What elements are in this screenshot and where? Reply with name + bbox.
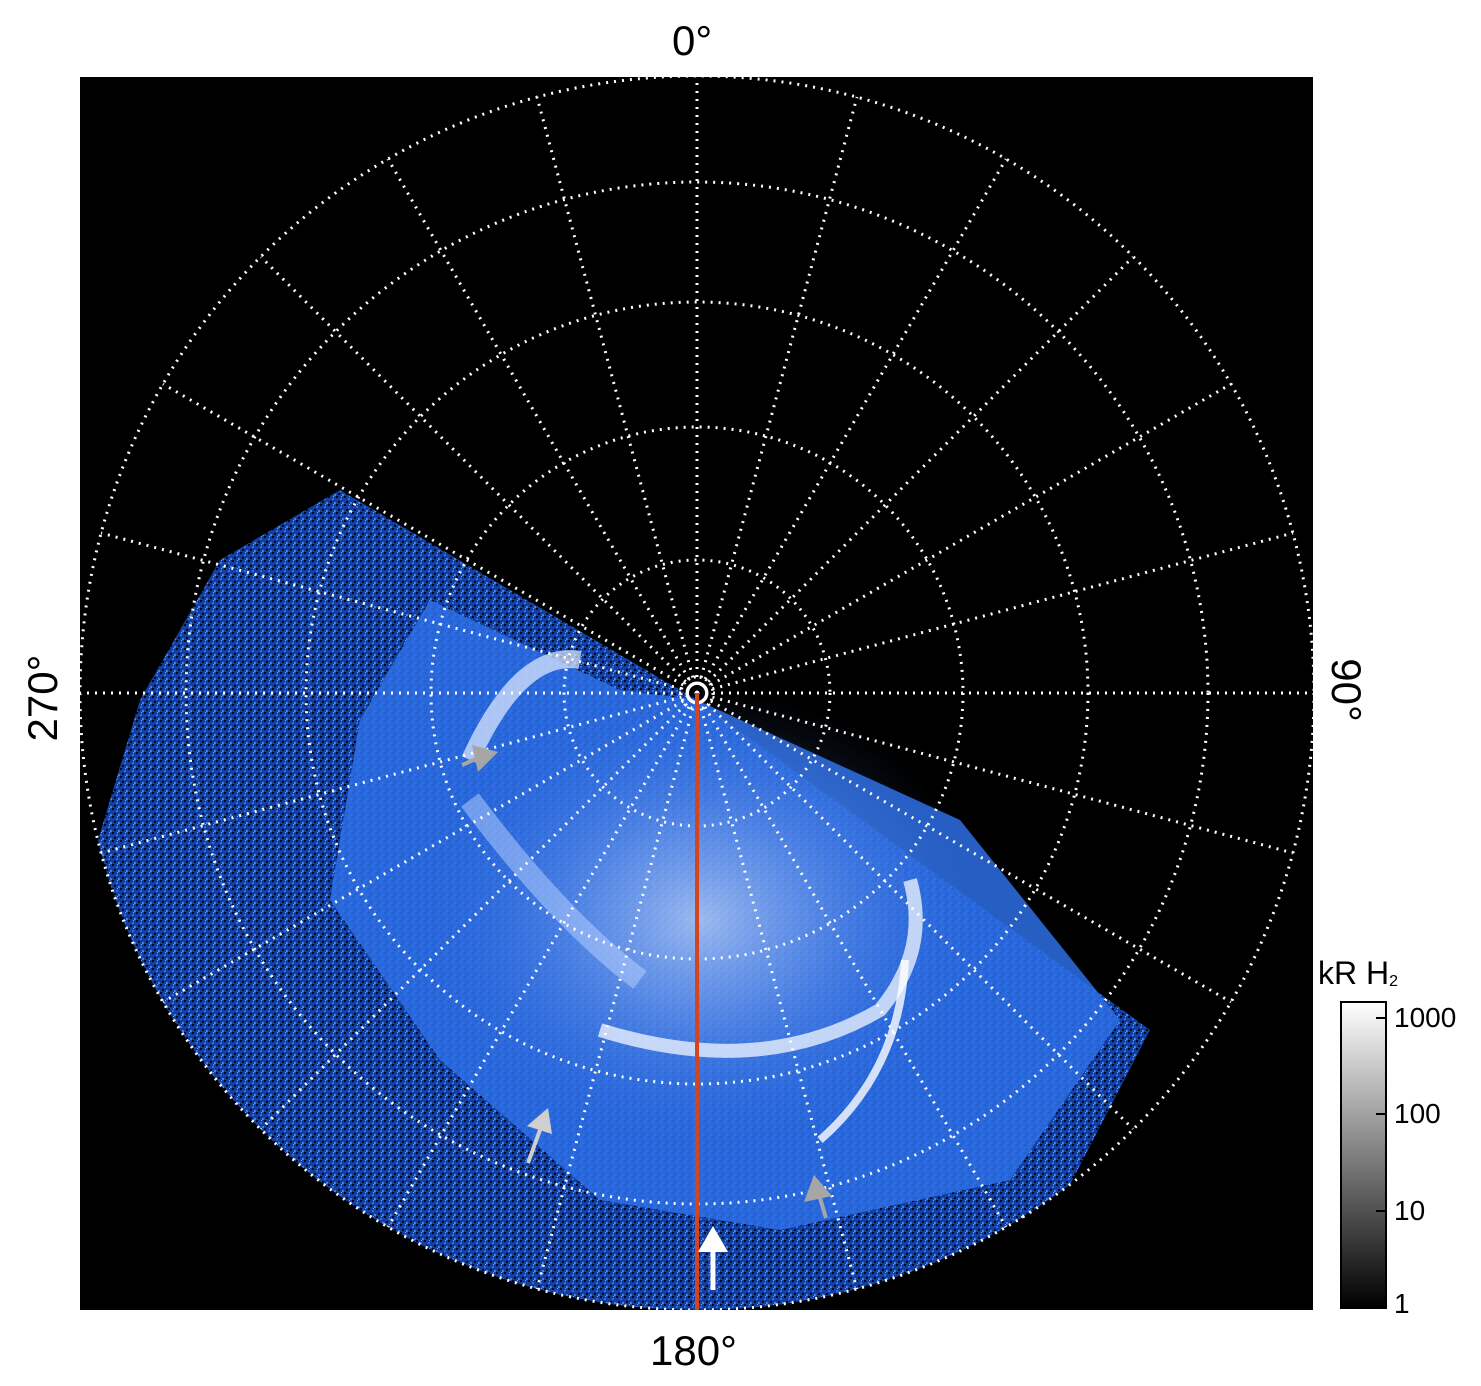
colorbar-tick-label: 1 (1394, 1288, 1410, 1319)
gray-arrow-lower-right (804, 1175, 832, 1219)
colorbar-title-text: kR H (1318, 955, 1390, 991)
auroral-emission-image (80, 490, 1150, 1310)
gray-arrow-lower-left (526, 1108, 552, 1164)
colorbar-title-subscript: 2 (1389, 973, 1399, 990)
longitude-label-top: 0° (672, 17, 713, 64)
colorbar-tick-label: 10 (1394, 1195, 1426, 1226)
colorbar-tick-label: 1000 (1394, 1002, 1457, 1033)
colorbar (1340, 1001, 1387, 1309)
longitude-label-right: 90° (1323, 658, 1370, 722)
colorbar-ticks (1376, 1017, 1386, 1307)
longitude-label-left: 270° (19, 654, 66, 742)
gray-arrow-upper-left (461, 745, 498, 772)
colorbar-title: kR H2 (1318, 955, 1398, 992)
white-arrow-bottom (698, 1226, 728, 1290)
colorbar-tick-label: 100 (1394, 1098, 1441, 1129)
longitude-label-bottom: 180° (650, 1327, 737, 1374)
